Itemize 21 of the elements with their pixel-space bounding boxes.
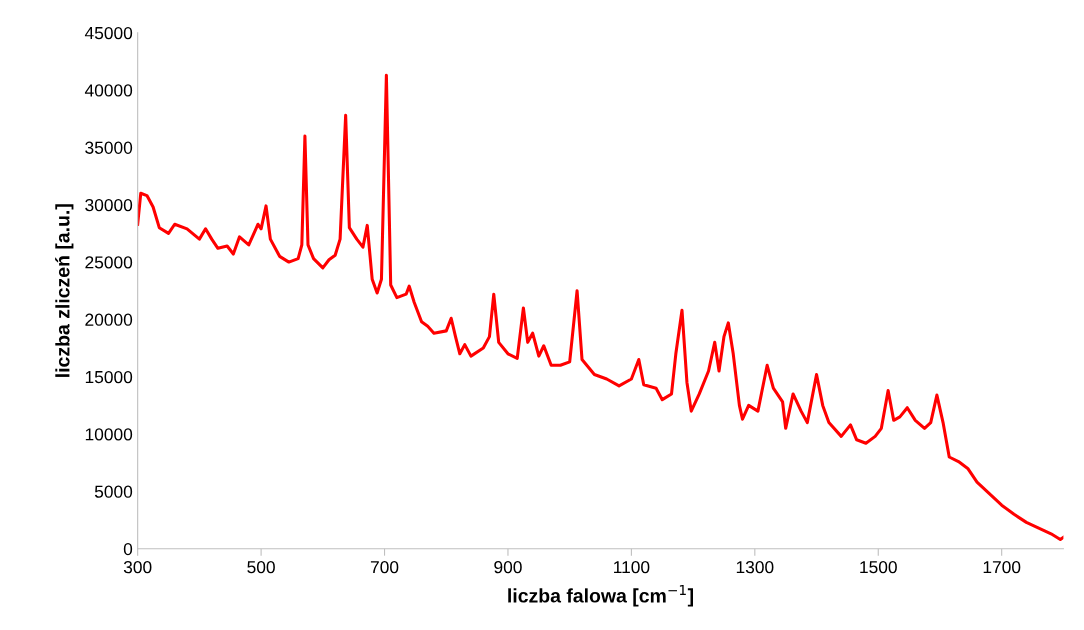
y-tick-label: 5000 [94, 485, 133, 498]
x-tick-label: 700 [370, 560, 399, 574]
y-axis-title: liczba zliczeń [a.u.] [55, 204, 74, 377]
y-tick-label: 30000 [85, 198, 133, 212]
x-tick-label: 1100 [614, 560, 650, 574]
x-tick-label: 500 [247, 560, 275, 574]
y-tick-label: 0 [123, 542, 133, 556]
x-tick-label: 300 [123, 560, 152, 574]
y-tick-label: 10000 [85, 428, 133, 441]
line-series [137, 73, 1064, 542]
y-tick-label: 40000 [84, 84, 133, 97]
x-tick-label: 1500 [860, 560, 897, 574]
x-tick-label: 900 [494, 560, 522, 574]
x-tick-label: 1300 [736, 560, 774, 574]
y-tick-label: 25000 [85, 256, 133, 269]
y-tick-label: 20000 [85, 313, 133, 326]
x-axis-title: liczba falowa [cm$^{−1}$] [508, 585, 693, 607]
y-tick-label: 45000 [84, 26, 133, 40]
y-tick-label: 15000 [85, 370, 133, 384]
x-tick-label: 1700 [983, 560, 1021, 574]
y-tick-label: 35000 [85, 141, 133, 154]
